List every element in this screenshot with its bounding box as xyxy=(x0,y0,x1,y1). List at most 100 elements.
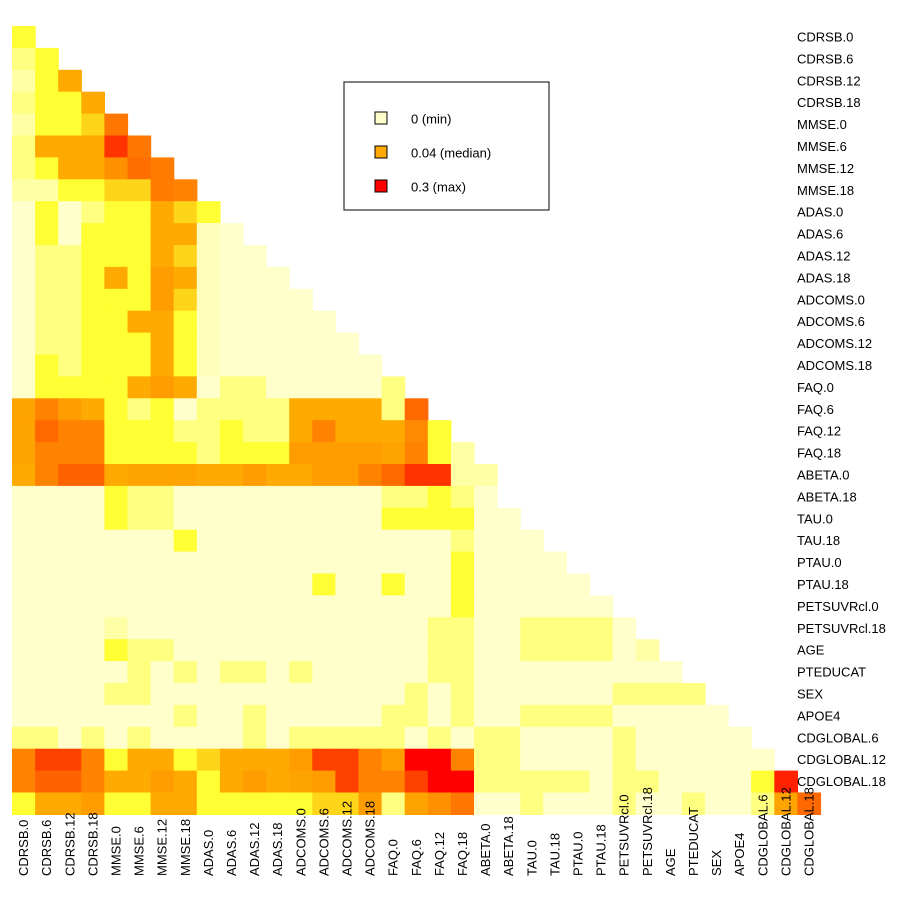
heatmap-cell xyxy=(12,792,36,815)
heatmap-cell xyxy=(173,792,198,815)
heatmap-cell xyxy=(12,157,36,180)
heatmap-cell xyxy=(81,332,105,356)
heatmap-cell xyxy=(589,770,614,794)
heatmap-cell xyxy=(635,792,660,815)
heatmap-cell xyxy=(196,726,221,750)
heatmap-cell xyxy=(797,792,822,815)
heatmap-cell xyxy=(427,485,452,509)
heatmap-cell xyxy=(289,464,313,487)
heatmap-cell xyxy=(335,485,360,509)
row-label: CDGLOBAL.6 xyxy=(797,730,879,745)
heatmap-cell xyxy=(81,245,105,268)
heatmap-cell xyxy=(243,266,267,290)
heatmap-cell xyxy=(335,529,360,553)
heatmap-cell xyxy=(612,748,637,772)
heatmap-cell xyxy=(520,792,544,815)
heatmap-cell xyxy=(58,661,82,684)
heatmap-cell xyxy=(312,310,336,334)
heatmap-cell xyxy=(612,617,637,640)
heatmap-cell xyxy=(196,310,221,334)
heatmap-cells xyxy=(12,26,822,815)
heatmap-cell xyxy=(196,507,221,531)
heatmap-cell xyxy=(289,792,313,815)
heatmap-cell xyxy=(543,770,567,794)
heatmap-cell xyxy=(335,507,360,531)
heatmap-cell xyxy=(289,398,313,421)
heatmap-cell xyxy=(219,595,244,618)
heatmap-cell xyxy=(81,639,105,662)
heatmap-cell xyxy=(58,617,82,640)
row-label: CDRSB.0 xyxy=(797,29,853,44)
heatmap-cell xyxy=(81,266,105,290)
heatmap-cell xyxy=(358,770,383,794)
heatmap-cell xyxy=(312,420,336,443)
heatmap-cell xyxy=(58,507,82,531)
heatmap-cell xyxy=(219,704,244,728)
heatmap-cell xyxy=(219,288,244,312)
heatmap-cell xyxy=(173,398,198,421)
heatmap-cell xyxy=(219,770,244,794)
heatmap-cell xyxy=(173,507,198,531)
heatmap-cell xyxy=(12,245,36,268)
heatmap-cell xyxy=(150,332,175,356)
column-label: ABETA.18 xyxy=(501,816,516,876)
heatmap-cell xyxy=(450,551,475,575)
heatmap-cell xyxy=(150,639,175,662)
heatmap-cell xyxy=(543,617,567,640)
heatmap-cell xyxy=(289,770,313,794)
heatmap-cell xyxy=(243,551,267,575)
heatmap-cell xyxy=(358,639,383,662)
heatmap-cell xyxy=(450,748,475,772)
heatmap-cell xyxy=(219,639,244,662)
heatmap-cell xyxy=(219,245,244,268)
heatmap-cell xyxy=(705,748,729,772)
heatmap-cell xyxy=(150,420,175,443)
heatmap-cell xyxy=(243,398,267,421)
heatmap-cell xyxy=(58,442,82,465)
heatmap-cell xyxy=(196,661,221,684)
heatmap-cell xyxy=(335,595,360,618)
heatmap-cell xyxy=(196,266,221,290)
heatmap-cell xyxy=(243,376,267,399)
legend-label: 0.04 (median) xyxy=(411,146,491,161)
heatmap-cell xyxy=(312,398,336,421)
legend-label: 0 (min) xyxy=(411,112,451,127)
heatmap-cell xyxy=(173,376,198,399)
heatmap-cell xyxy=(219,420,244,443)
heatmap-cell xyxy=(497,551,521,575)
heatmap-cell xyxy=(196,398,221,421)
heatmap-cell xyxy=(404,551,429,575)
heatmap-cell xyxy=(358,376,383,399)
heatmap-cell xyxy=(81,726,105,750)
heatmap-cell xyxy=(335,376,360,399)
heatmap-cell xyxy=(381,442,406,465)
heatmap-cell xyxy=(12,573,36,596)
heatmap-cell xyxy=(381,704,406,728)
heatmap-cell xyxy=(127,704,152,728)
row-label: FAQ.0 xyxy=(797,380,834,395)
heatmap-cell xyxy=(658,792,683,815)
heatmap-cell xyxy=(243,442,267,465)
heatmap-cell xyxy=(266,748,290,772)
heatmap-cell xyxy=(450,770,475,794)
heatmap-cell xyxy=(81,354,105,377)
heatmap-cell xyxy=(566,595,591,618)
heatmap-cell xyxy=(266,464,290,487)
heatmap-cell xyxy=(104,573,129,596)
heatmap-cell xyxy=(450,595,475,618)
row-label: ABETA.0 xyxy=(797,467,850,482)
heatmap-cell xyxy=(104,639,129,662)
heatmap-cell xyxy=(219,792,244,815)
row-label: ADAS.18 xyxy=(797,270,850,285)
heatmap-cell xyxy=(427,726,452,750)
heatmap-cell xyxy=(520,529,544,553)
heatmap-cell xyxy=(474,748,498,772)
heatmap-cell xyxy=(173,245,198,268)
heatmap-cell xyxy=(474,464,498,487)
heatmap-cell xyxy=(243,288,267,312)
heatmap-cell xyxy=(150,442,175,465)
heatmap-cell xyxy=(12,135,36,158)
heatmap-cell xyxy=(35,354,59,377)
row-label: SEX xyxy=(797,686,823,701)
heatmap-cell xyxy=(705,792,729,815)
